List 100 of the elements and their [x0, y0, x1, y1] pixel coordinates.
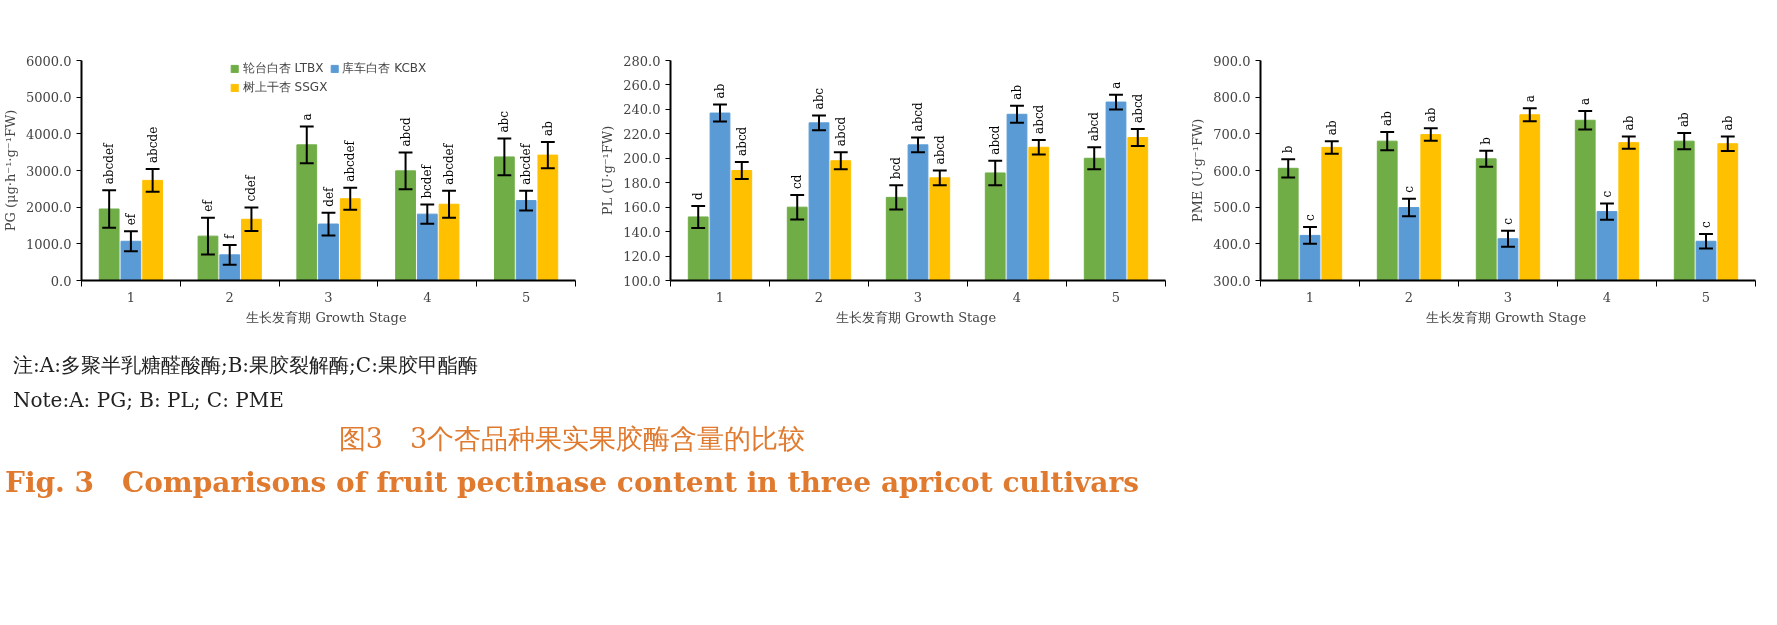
data-label: ab: [540, 120, 555, 136]
x-tick-label: 1: [1305, 289, 1315, 305]
y-tick-label: 180.0: [623, 175, 661, 191]
y-tick-label: 400.0: [1213, 236, 1251, 252]
data-label: cd: [790, 174, 805, 189]
data-label: abcd: [1130, 93, 1145, 123]
x-tick-label: 5: [1111, 289, 1121, 305]
data-label: c: [1303, 213, 1317, 221]
x-axis-title: 生长发育期 Growth Stage: [835, 309, 997, 325]
data-label: bcd: [889, 156, 904, 180]
x-tick-label: 4: [1602, 289, 1612, 305]
data-label: ab: [1677, 111, 1692, 128]
data-label: a: [1109, 81, 1123, 89]
data-label: c: [1699, 220, 1713, 228]
y-tick-label: 800.0: [1213, 90, 1251, 106]
bar: [515, 200, 537, 281]
x-tick-label: 3: [1503, 289, 1513, 305]
data-label: abcd: [911, 101, 925, 132]
x-tick-label: 2: [225, 289, 234, 305]
y-tick-label: 300.0: [1213, 273, 1251, 289]
data-label: a: [1578, 97, 1593, 106]
data-label: abcd: [833, 116, 848, 147]
legend-label: 树上干杏 SSGX: [242, 79, 328, 96]
x-tick-label: 5: [1701, 289, 1711, 305]
y-tick-label: 1000.0: [26, 236, 72, 252]
data-label: ef: [200, 198, 215, 212]
data-label: abcd: [1087, 111, 1102, 142]
y-tick-label: 900.0: [1213, 53, 1251, 69]
data-label: abcd: [932, 134, 947, 165]
text: Note:A: PG; B: PL; C: PME: [13, 386, 285, 414]
y-tick-label: 120.0: [623, 249, 661, 265]
y-tick-label: 4000.0: [26, 126, 72, 142]
y-tick-label: 240.0: [623, 102, 661, 118]
y-axis-title: PG (μg·h⁻¹·g⁻¹FW): [3, 109, 19, 232]
legend-label: 库车白杏 KCBX: [342, 60, 427, 77]
data-label: abcd: [988, 125, 1003, 155]
y-tick-label: 160.0: [623, 200, 661, 216]
data-label: abc: [497, 110, 512, 133]
bar: [120, 240, 142, 281]
legend-label: 轮台白杏 LTBX: [242, 60, 324, 77]
data-label: abcdef: [343, 139, 358, 182]
x-tick-label: 1: [126, 289, 136, 305]
bar: [438, 203, 460, 281]
x-tick-label: 2: [1404, 289, 1414, 305]
bar: [395, 170, 416, 281]
data-label: bcdef: [420, 163, 435, 199]
data-label: ab: [1324, 120, 1339, 136]
y-tick-label: 700.0: [1213, 126, 1251, 142]
data-label: abcdef: [102, 141, 117, 185]
bar: [219, 254, 241, 281]
data-label: ab: [1621, 115, 1636, 131]
data-label: ab: [1380, 110, 1395, 126]
bar: [318, 223, 339, 281]
x-tick-label: 5: [521, 289, 531, 305]
data-label: c: [1600, 190, 1614, 198]
bar: [98, 208, 120, 281]
x-axis-title: 生长发育期 Growth Stage: [246, 309, 407, 325]
data-label: b: [1479, 136, 1494, 145]
y-tick-label: 200.0: [623, 151, 661, 167]
y-tick-label: 260.0: [623, 77, 661, 93]
data-label: a: [299, 113, 314, 121]
data-label: ab: [713, 83, 727, 99]
y-tick-label: 3000.0: [26, 163, 72, 179]
data-label: abc: [812, 87, 826, 110]
bar: [537, 154, 559, 281]
bar: [416, 213, 438, 281]
y-tick-label: 5000.0: [26, 90, 72, 106]
bar: [296, 144, 318, 281]
bar: [197, 235, 219, 281]
bar: [142, 179, 164, 281]
caption: 图3 3个杏品种果实果胶酶含量的比较: [337, 422, 807, 457]
data-label: cdef: [244, 174, 259, 202]
data-label: ef: [123, 212, 138, 226]
data-label: abcd: [398, 116, 413, 147]
y-tick-label: 2000.0: [26, 200, 72, 216]
data-label: c: [1402, 185, 1416, 193]
y-tick-label: 600.0: [1213, 163, 1251, 179]
data-label: a: [1522, 95, 1537, 103]
data-label: abcd: [1031, 104, 1046, 134]
data-label: ab: [1720, 115, 1735, 131]
data-label: abcd: [734, 126, 749, 156]
bar: [241, 218, 262, 281]
data-label: abcdef: [519, 142, 534, 185]
bar: [493, 156, 515, 281]
data-label: d: [691, 191, 706, 200]
y-axis-title: PME (U·g⁻¹FW): [1190, 118, 1206, 223]
data-label: ab: [1010, 84, 1024, 100]
data-label: def: [321, 185, 336, 207]
data-label: abcdef: [442, 142, 457, 185]
y-axis-title: PL (U·g⁻¹FW): [600, 125, 616, 216]
y-tick-label: 280.0: [623, 53, 661, 69]
y-tick-label: 0.0: [50, 273, 72, 289]
y-tick-label: 220.0: [623, 126, 661, 142]
x-axis-title: 生长发育期 Growth Stage: [1425, 309, 1587, 325]
bar: [339, 198, 361, 281]
data-label: f: [222, 232, 237, 239]
y-tick-label: 100.0: [623, 273, 661, 289]
x-tick-label: 4: [423, 289, 432, 305]
caption: Fig. 3 Comparisons of fruit pectinase content in three apricot cultivars: [5, 464, 1139, 501]
y-tick-label: 500.0: [1213, 200, 1251, 216]
